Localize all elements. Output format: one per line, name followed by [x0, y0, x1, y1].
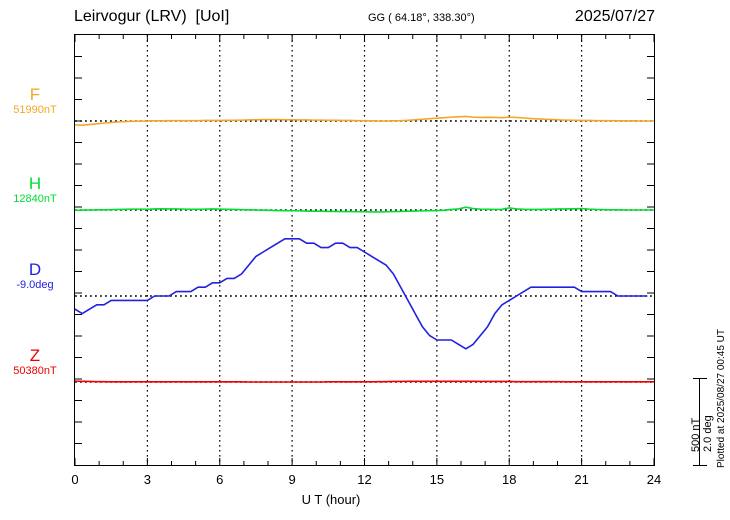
trace-F — [75, 115, 654, 127]
x-tick-label: 15 — [429, 472, 445, 487]
scale-bar-deg-label: 2.0 deg — [702, 415, 714, 452]
component-label-D: D -9.0deg — [0, 260, 71, 292]
x-tick-label: 24 — [646, 472, 662, 487]
magnetogram-svg — [75, 35, 654, 465]
component-label-H: H 12840nT — [0, 174, 71, 206]
component-symbol-Z: Z — [29, 346, 41, 365]
plot-frame — [74, 34, 655, 466]
plotted-at-timestamp: Plotted at 2025/08/27 00:45 UT — [716, 329, 727, 468]
x-tick-label: 0 — [71, 472, 79, 487]
component-baseline-H: 12840nT — [13, 193, 57, 205]
component-label-Z: Z 50380nT — [0, 346, 71, 378]
x-axis-title-text: U T (hour) — [301, 492, 361, 507]
scale-bar-stem — [699, 378, 700, 466]
x-tick-label: 3 — [143, 472, 151, 487]
x-axis-title: U T (hour) — [0, 492, 730, 507]
component-baseline-D: -9.0deg — [16, 279, 54, 291]
x-tick-label: 18 — [502, 472, 517, 487]
component-label-F: F 51990nT — [0, 85, 71, 117]
scale-bar — [693, 378, 707, 466]
trace-Z — [75, 380, 654, 383]
trace-D — [75, 238, 648, 350]
x-tick-label: 21 — [574, 472, 589, 487]
plot-area — [75, 35, 654, 465]
component-baseline-F: 51990nT — [13, 104, 57, 116]
scale-bar-cap-top — [693, 378, 707, 379]
x-tick-label: 9 — [288, 472, 296, 487]
station-title: Leirvogur (LRV) [UoI] — [74, 8, 230, 25]
geographic-coordinates: GG ( 64.18°, 338.30°) — [368, 12, 475, 24]
component-baseline-Z: 50380nT — [13, 365, 57, 377]
component-symbol-D: D — [28, 260, 42, 279]
component-symbol-H: H — [28, 174, 42, 193]
component-symbol-F: F — [29, 85, 41, 104]
x-tick-label: 6 — [216, 472, 224, 487]
scale-bar-cap-bottom — [693, 465, 707, 466]
scale-bar-nt-label: 500 nT — [690, 417, 702, 452]
plot-date: 2025/07/27 — [574, 8, 655, 25]
trace-H — [75, 206, 654, 213]
x-tick-label: 12 — [357, 472, 372, 487]
